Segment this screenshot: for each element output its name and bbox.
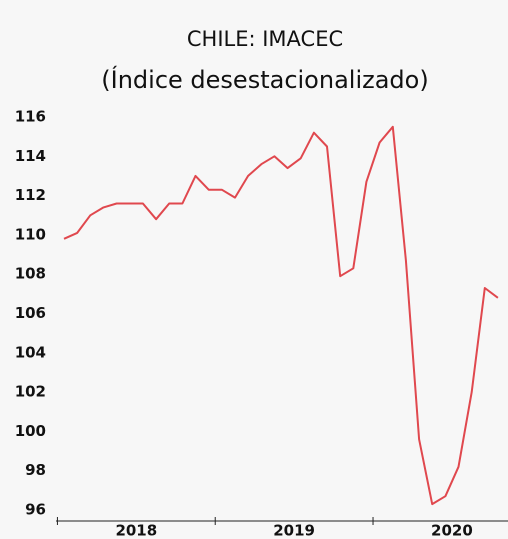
y-tick-label: 106 [15,304,46,322]
y-tick-label: 110 [15,225,46,243]
line-series [63,125,499,506]
y-tick-label: 112 [15,186,46,204]
y-tick-label: 108 [15,265,46,283]
y-tick-label: 114 [15,147,46,165]
y-tick-label: 102 [15,383,46,401]
y-tick-label: 104 [15,343,46,361]
y-tick-label: 116 [15,108,46,126]
y-tick-label: 98 [25,461,46,479]
chart-title: CHILE: IMACEC [187,27,343,51]
chart-subtitle: (Índice desestacionalizado) [101,65,428,94]
x-tick-label: 2018 [115,522,157,539]
x-tick-label: 2019 [273,522,315,539]
y-tick-label: 100 [15,422,46,440]
x-tick-label: 2020 [431,522,473,539]
y-tick-label: 96 [25,501,46,519]
